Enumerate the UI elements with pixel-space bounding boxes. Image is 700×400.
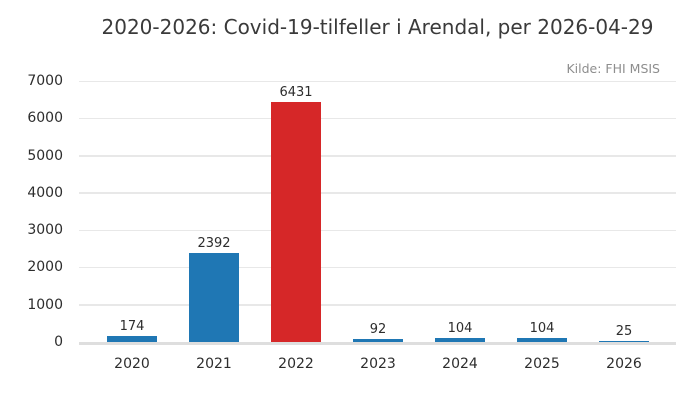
x-tick-label-2026: 2026	[606, 356, 642, 372]
bar-value-label-2021: 2392	[197, 235, 231, 251]
bar-2021	[189, 252, 239, 342]
gridline-2000	[79, 266, 676, 269]
plot-area: 174 2392 6431 92 104 104 25	[79, 80, 676, 345]
y-tick-label-7000: 7000	[27, 73, 63, 89]
bar-value-label-2023: 92	[369, 321, 387, 337]
gridline-0	[79, 342, 676, 345]
bar-2024	[435, 338, 485, 342]
bar-value-label-2026: 25	[615, 324, 633, 339]
x-tick-label-2025: 2025	[524, 356, 560, 372]
bar-value-label-2020: 174	[119, 318, 145, 334]
source-note: Kilde: FHI MSIS	[566, 61, 660, 76]
y-tick-label-4000: 4000	[27, 184, 63, 201]
y-axis-labels: 0 1000 2000 3000 4000 5000 6000 7000	[0, 73, 63, 350]
gridline-1000	[79, 304, 676, 306]
bar-2026	[599, 341, 649, 342]
x-axis-labels: 2020 2021 2022 2023 2024 2025 2026	[79, 355, 676, 377]
y-tick-label-6000: 6000	[27, 110, 63, 127]
y-tick-label-3000: 3000	[27, 222, 63, 239]
y-tick-label-5000: 5000	[27, 147, 63, 164]
x-tick-label-2022: 2022	[278, 356, 314, 372]
y-tick-label-2000: 2000	[27, 259, 63, 276]
y-tick-label-0: 0	[54, 334, 63, 350]
x-tick-label-2024: 2024	[442, 356, 478, 372]
bar-2022	[271, 102, 321, 342]
bar-2020	[107, 335, 157, 342]
gridline-6000	[79, 117, 676, 120]
x-tick-label-2021: 2021	[196, 356, 232, 372]
chart-title: 2020-2026: Covid-19-tilfeller i Arendal,…	[101, 15, 654, 39]
gridline-4000	[79, 192, 676, 194]
gridline-7000	[79, 80, 676, 82]
bar-value-label-2022: 6431	[279, 85, 313, 101]
gridline-3000	[79, 229, 676, 232]
gridline-5000	[79, 155, 676, 157]
bar-2025	[517, 338, 567, 342]
y-tick-label-1000: 1000	[27, 296, 63, 313]
x-tick-label-2023: 2023	[360, 356, 396, 372]
bar-value-label-2024: 104	[447, 321, 473, 337]
bar-value-label-2025: 104	[529, 321, 555, 337]
bar-2023	[353, 338, 403, 342]
x-tick-label-2020: 2020	[114, 356, 150, 372]
